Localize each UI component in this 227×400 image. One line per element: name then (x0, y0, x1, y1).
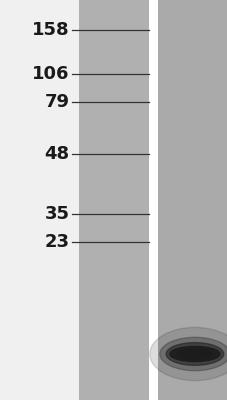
Bar (78, 316, 149, 322)
Bar (78, 160, 149, 166)
Bar (78, 262, 149, 268)
Bar (78, 345, 149, 351)
Bar (78, 68, 149, 73)
Bar (78, 9, 149, 15)
Text: 48: 48 (44, 145, 69, 163)
Bar (78, 233, 149, 239)
Bar (78, 72, 149, 78)
Bar (149, 0, 158, 400)
Ellipse shape (149, 327, 227, 381)
Bar (78, 87, 149, 93)
Bar (78, 53, 149, 59)
Bar (78, 204, 149, 210)
Bar (78, 14, 149, 20)
Bar (78, 238, 149, 244)
Bar (78, 243, 149, 249)
Bar (78, 340, 149, 346)
Bar (78, 194, 149, 200)
Text: 35: 35 (44, 205, 69, 223)
Bar (78, 253, 149, 258)
Bar (78, 63, 149, 68)
Bar (78, 311, 149, 317)
Text: 23: 23 (44, 233, 69, 251)
Bar (78, 92, 149, 98)
Bar (78, 58, 149, 64)
Bar (78, 146, 149, 151)
Ellipse shape (159, 337, 227, 371)
Bar (78, 360, 149, 366)
Bar (78, 175, 149, 180)
Bar (78, 184, 149, 190)
Bar (78, 380, 149, 385)
Bar (78, 331, 149, 336)
Bar (78, 355, 149, 361)
Bar (78, 0, 149, 400)
Bar (78, 77, 149, 83)
Bar (78, 165, 149, 171)
Bar (78, 155, 149, 161)
Bar (78, 180, 149, 186)
Bar (78, 224, 149, 229)
Ellipse shape (177, 349, 212, 359)
Bar (78, 141, 149, 146)
Bar (78, 297, 149, 302)
Bar (78, 336, 149, 342)
Bar (78, 248, 149, 254)
Bar (78, 365, 149, 371)
Bar (78, 306, 149, 312)
Bar (78, 82, 149, 88)
Bar (78, 214, 149, 220)
Bar (78, 19, 149, 24)
Bar (78, 38, 149, 44)
Bar (78, 267, 149, 273)
Bar (78, 126, 149, 132)
Bar (78, 389, 149, 395)
Bar (78, 287, 149, 293)
Bar (78, 350, 149, 356)
Text: 79: 79 (44, 93, 69, 111)
Bar (78, 375, 149, 380)
Bar (78, 228, 149, 234)
Bar (78, 131, 149, 137)
Bar (78, 384, 149, 390)
Text: 158: 158 (32, 21, 69, 39)
Bar (78, 209, 149, 215)
Bar (78, 326, 149, 332)
Bar (158, 0, 227, 400)
Bar (78, 219, 149, 224)
Bar (78, 370, 149, 376)
Bar (78, 121, 149, 127)
Bar (78, 292, 149, 298)
Bar (78, 302, 149, 307)
Text: 106: 106 (32, 65, 69, 83)
Bar (78, 282, 149, 288)
Bar (78, 33, 149, 39)
Bar (78, 4, 149, 10)
Bar (78, 111, 149, 117)
Ellipse shape (169, 346, 219, 362)
Bar (78, 116, 149, 122)
Ellipse shape (165, 342, 223, 366)
Bar (78, 277, 149, 283)
Bar (78, 150, 149, 156)
Bar (78, 189, 149, 195)
Bar (78, 272, 149, 278)
Bar (78, 136, 149, 142)
Bar (78, 97, 149, 102)
Bar (78, 28, 149, 34)
Bar (78, 106, 149, 112)
Bar (78, 258, 149, 264)
Bar (78, 43, 149, 49)
Bar (78, 199, 149, 205)
Bar (78, 102, 149, 108)
Bar (78, 170, 149, 176)
Bar (78, 24, 149, 30)
Bar (78, 48, 149, 54)
Bar (78, 321, 149, 327)
